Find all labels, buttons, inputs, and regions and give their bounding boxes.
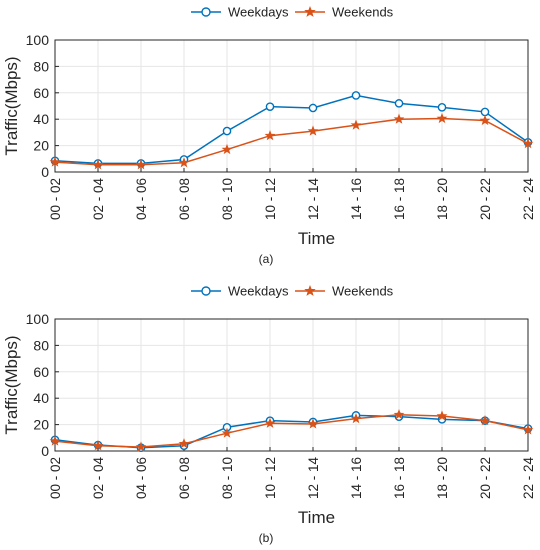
x-tick-label: 20 - 22 [478,457,493,499]
data-point-weekends [479,414,491,426]
legend-label: Weekdays [228,5,289,20]
data-point-weekends [135,441,147,452]
legend-label: Weekdays [228,284,289,299]
legend-marker-star [304,284,316,296]
data-point-weekends [264,130,276,141]
data-point-weekends [350,412,362,424]
series-line-weekends [54,117,529,166]
legend-marker-circle [201,286,211,296]
x-tick-label: 18 - 20 [435,457,450,499]
data-point-weekdays [308,103,318,113]
x-tick-label: 02 - 04 [91,178,106,221]
data-point-weekends [264,417,276,428]
x-tick-label: 10 - 12 [263,178,278,220]
x-tick-label: 14 - 16 [349,178,364,220]
data-point-weekdays [437,103,447,112]
data-point-weekdays [265,102,275,111]
y-tick-label: 100 [26,32,50,48]
series-line-weekends [54,413,529,448]
data-point-weekends [221,427,233,438]
panel-caption: (a) [259,252,274,266]
x-tick-label: 08 - 10 [220,178,235,220]
data-point-weekends [436,112,448,124]
x-tick-label: 06 - 08 [177,178,192,220]
legend: Weekdays Weekends [191,5,394,20]
y-tick-label: 20 [33,138,49,154]
data-point-weekdays [394,99,404,108]
x-tick-label: 16 - 18 [392,178,407,220]
data-point-weekends [393,409,405,420]
data-point-weekends [479,114,491,126]
x-tick-label: 12 - 14 [306,178,321,221]
data-point-weekdays [480,107,490,117]
legend: Weekdays Weekends [191,284,394,299]
legend-label: Weekends [332,5,394,20]
y-tick-label: 0 [41,443,49,459]
data-point-weekends [522,137,534,149]
y-tick-label: 60 [33,364,49,380]
data-point-weekends [178,157,190,168]
x-tick-label: 16 - 18 [392,457,407,499]
data-point-weekends [307,125,319,136]
y-tick-label: 60 [33,85,49,101]
data-point-weekends [49,156,61,167]
legend-label: Weekends [332,284,394,299]
y-tick-label: 40 [33,111,49,127]
data-point-weekends [436,410,448,421]
x-tick-label: 18 - 20 [435,178,450,220]
y-axis-title: Traffic(Mbps) [2,335,21,434]
x-tick-label: 10 - 12 [263,457,278,499]
x-tick-label: 12 - 14 [306,457,321,500]
legend-marker-circle [201,7,211,17]
panel-caption: (b) [259,531,274,545]
legend-marker-star [304,5,316,17]
plot-frame [54,39,529,173]
series-line-weekdays [54,94,529,165]
x-axis-title: Time [298,229,335,248]
data-point-weekdays [222,126,232,136]
y-tick-label: 80 [33,337,49,353]
x-tick-label: 02 - 04 [91,457,106,500]
y-tick-label: 40 [33,390,49,406]
data-point-weekends [522,424,534,435]
x-axis-title: Time [298,508,335,527]
x-tick-label: 14 - 16 [349,457,364,499]
x-tick-label: 00 - 02 [48,457,63,499]
data-point-weekdays [351,91,361,100]
chart-panel-1: 0 20 40 60 80 100 00 - 02 02 - 04 04 - 06 06 - 08… [2,5,536,267]
x-tick-label: 08 - 10 [220,457,235,499]
data-point-weekends [221,143,233,155]
data-point-weekends [135,159,147,170]
y-tick-label: 20 [33,417,49,433]
series-line-weekdays [54,414,529,449]
plot-frame [54,318,529,452]
data-point-weekends [92,440,104,451]
x-tick-label: 06 - 08 [177,457,192,499]
x-tick-label: 22 - 24 [521,457,536,500]
data-point-weekends [350,119,362,130]
x-tick-label: 04 - 06 [134,457,149,499]
data-point-weekends [393,113,405,124]
x-tick-label: 20 - 22 [478,178,493,220]
data-point-weekends [178,438,190,449]
x-tick-label: 22 - 24 [521,178,536,221]
data-point-weekends [92,159,104,170]
data-point-weekends [307,418,319,429]
x-tick-label: 04 - 06 [134,178,149,220]
y-tick-label: 100 [26,311,50,327]
chart-panel-2: 0 20 40 60 80 100 00 - 02 02 - 04 04 - 06 06 - 08… [2,284,536,546]
y-axis-title: Traffic(Mbps) [2,56,21,155]
y-tick-label: 0 [41,164,49,180]
y-tick-label: 80 [33,58,49,74]
data-point-weekends [49,435,61,446]
x-tick-label: 00 - 02 [48,178,63,220]
